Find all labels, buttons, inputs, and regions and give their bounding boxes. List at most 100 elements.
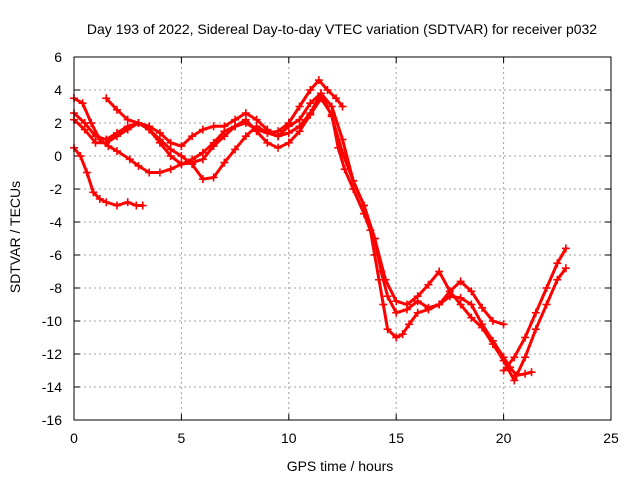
data-point — [177, 152, 186, 160]
data-point — [155, 168, 164, 177]
data-point — [553, 275, 562, 284]
data-point — [177, 160, 186, 169]
data-point — [424, 280, 433, 289]
data-point — [402, 300, 411, 309]
data-point — [188, 160, 197, 169]
series-trace-b — [70, 76, 347, 177]
y-tick-label: -12 — [42, 346, 62, 362]
data-point — [561, 244, 570, 253]
series-trace-e — [102, 89, 570, 385]
series-line — [72, 146, 145, 207]
data-point — [398, 330, 407, 339]
data-point — [317, 89, 326, 98]
x-tick-label: 20 — [496, 430, 512, 446]
data-point — [95, 194, 104, 203]
data-point — [521, 333, 530, 342]
data-point — [456, 277, 465, 286]
data-point — [553, 259, 562, 268]
data-point — [198, 155, 207, 164]
series-line — [72, 78, 344, 174]
data-point — [263, 128, 272, 137]
data-point — [134, 119, 143, 127]
x-tick-label: 15 — [388, 430, 404, 446]
x-tick-label: 10 — [281, 430, 297, 446]
data-point — [284, 138, 293, 147]
data-point — [488, 317, 497, 325]
x-axis-label: GPS time / hours — [287, 458, 394, 474]
y-tick-label: 4 — [54, 82, 62, 98]
data-point — [306, 109, 315, 118]
data-point — [102, 94, 111, 103]
data-point — [220, 132, 229, 141]
y-tick-label: -14 — [42, 379, 62, 395]
data-point — [531, 325, 540, 334]
data-point — [177, 142, 186, 151]
data-point — [123, 115, 132, 124]
series-line — [104, 91, 568, 382]
data-point — [138, 201, 147, 210]
data-point — [82, 168, 91, 177]
data-point — [263, 138, 272, 147]
data-point — [209, 173, 218, 182]
data-point — [542, 300, 551, 309]
data-point — [76, 152, 85, 160]
plot-frame — [73, 56, 612, 421]
data-point — [413, 292, 422, 301]
data-point — [274, 132, 283, 141]
grid-lines — [74, 57, 611, 420]
data-point — [435, 267, 444, 276]
data-point — [478, 323, 487, 332]
axes: -16 -14 -12 -10 -8 -6 -4 -2 0 2 4 6 0 5 10 15 20 25 — [42, 49, 619, 446]
data-point — [327, 112, 336, 121]
data-point — [112, 105, 121, 114]
x-tick-label: 0 — [70, 430, 78, 446]
data-point — [424, 303, 433, 312]
data-point — [241, 109, 250, 118]
data-point — [252, 122, 261, 131]
data-point — [102, 135, 111, 144]
series-trace-f — [499, 244, 570, 375]
y-tick-label: -10 — [42, 313, 62, 329]
data-point — [166, 165, 175, 174]
data-point — [392, 308, 401, 317]
data-point — [435, 300, 444, 309]
data-point — [499, 320, 508, 329]
data-point — [80, 119, 89, 127]
y-tick-label: 6 — [54, 49, 62, 65]
y-tick-label: 0 — [54, 148, 62, 164]
data-point — [155, 135, 164, 144]
data-point — [499, 366, 508, 375]
data-point — [102, 198, 111, 207]
data-point — [467, 300, 476, 309]
data-point — [467, 313, 476, 322]
data-point — [349, 176, 358, 185]
data-point — [295, 102, 304, 111]
data-point — [521, 369, 530, 378]
y-tick-label: 2 — [54, 115, 62, 131]
data-point — [112, 128, 121, 137]
data-point — [413, 308, 422, 317]
data-point — [220, 122, 229, 131]
data-point — [314, 76, 323, 85]
data-point — [78, 99, 87, 108]
data-point — [405, 320, 414, 329]
data-point — [306, 99, 315, 108]
data-point — [231, 115, 240, 124]
data-point — [274, 143, 283, 152]
data-point — [338, 148, 347, 157]
y-tick-label: -6 — [50, 247, 63, 263]
data-point — [134, 161, 143, 170]
data-point — [241, 132, 250, 141]
data-point — [125, 155, 134, 164]
data-point — [231, 145, 240, 154]
data-point — [456, 300, 465, 309]
series-group — [70, 76, 570, 385]
data-point — [198, 125, 207, 134]
data-point — [145, 125, 154, 134]
data-point — [359, 201, 368, 210]
data-point — [198, 175, 207, 184]
data-point — [123, 198, 132, 207]
data-point — [166, 145, 175, 154]
data-point — [91, 132, 100, 141]
